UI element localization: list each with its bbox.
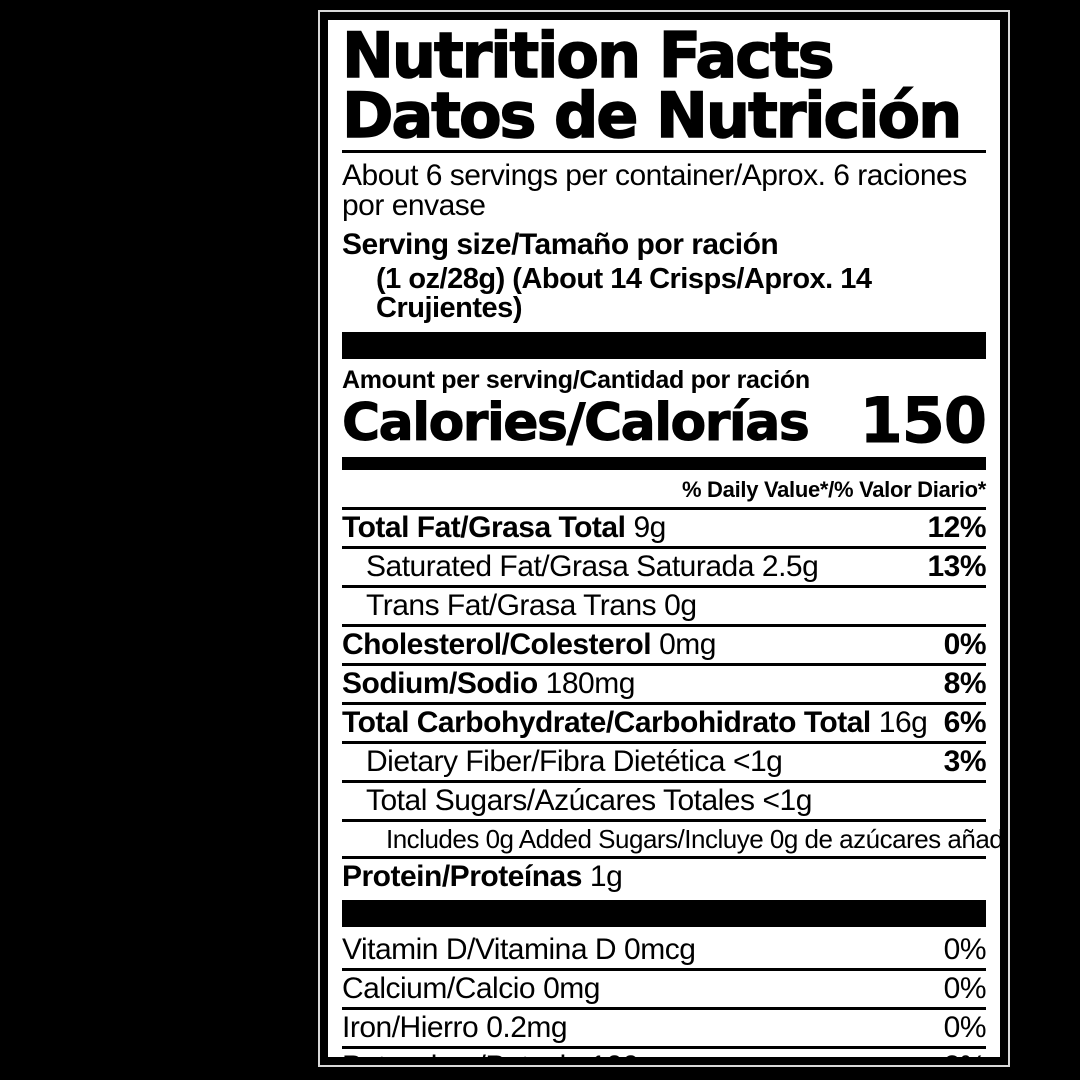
divider-under-title xyxy=(342,150,986,154)
vitamin-name: Potassium/Potasio xyxy=(342,1050,582,1057)
nutrient-name: Total Carbohydrate/Carbohidrato Total xyxy=(342,705,871,739)
nutrient-amount: <1g xyxy=(732,744,783,778)
calories-value: 150 xyxy=(859,384,987,458)
nutrient-amount: <1g xyxy=(762,783,813,817)
vitamin-amount: 100mg xyxy=(590,1050,680,1057)
vitamin-dv: 0% xyxy=(943,1010,987,1044)
row-cholesterol: Cholesterol/Colesterol 0mg 0% xyxy=(342,623,987,663)
nutrient-dv: 3% xyxy=(943,744,987,778)
label-title-en: Nutrition Facts xyxy=(341,19,835,92)
nutrient-name: Dietary Fiber/Fibra Dietética xyxy=(366,744,725,778)
row-total-carbohydrate: Total Carbohydrate/Carbohidrato Total 16g… xyxy=(342,701,987,741)
row-potassium: Potassium/Potasio 100mg 2% xyxy=(342,1045,987,1057)
row-trans-fat: Trans Fat/Grasa Trans 0g xyxy=(342,584,986,624)
vitamin-dv: 0% xyxy=(943,971,987,1005)
row-iron: Iron/Hierro 0.2mg 0% xyxy=(342,1006,987,1046)
row-total-sugars: Total Sugars/Azúcares Totales <1g xyxy=(342,779,986,819)
divider-medium-calories xyxy=(342,456,986,470)
nutrient-name: Saturated Fat/Grasa Saturada xyxy=(366,549,754,583)
nutrient-name: Protein/Proteínas xyxy=(342,859,582,893)
nutrient-amount: 2.5g xyxy=(761,549,819,583)
nutrient-amount: 0mg xyxy=(659,627,716,661)
nutrient-dv: 8% xyxy=(943,666,987,700)
nutrient-amount: 180mg xyxy=(545,666,636,700)
nutrition-facts-label: Nutrition Facts Datos de Nutrición About… xyxy=(318,10,1010,1067)
vitamin-amount: 0mcg xyxy=(624,932,696,966)
row-dietary-fiber: Dietary Fiber/Fibra Dietética <1g 3% xyxy=(342,740,987,780)
nutrient-amount: 16g xyxy=(878,705,928,739)
nutrient-dv: 6% xyxy=(943,705,987,739)
nutrient-amount: 9g xyxy=(633,510,666,544)
nutrient-name: Includes 0g Added Sugars/Incluye 0g de a… xyxy=(386,823,1008,854)
nutrient-name: Total Sugars/Azúcares Totales xyxy=(366,783,755,817)
amount-per-serving-label: Amount per serving/Cantidad por ración xyxy=(342,366,810,395)
nutrient-dv: 0% xyxy=(943,627,987,661)
nutrient-name: Cholesterol/Colesterol xyxy=(342,627,652,661)
vitamin-dv: 0% xyxy=(943,932,987,966)
vitamin-amount: 0.2mg xyxy=(486,1010,568,1044)
daily-value-header: % Daily Value*/% Valor Diario* xyxy=(681,476,986,502)
serving-size-label: Serving size/Tamaño por ración xyxy=(342,228,779,262)
row-added-sugars: Includes 0g Added Sugars/Incluye 0g de a… xyxy=(342,818,1000,856)
calories-label: Calories/Calorías xyxy=(341,392,810,453)
vitamin-name: Iron/Hierro xyxy=(342,1010,479,1044)
label-title: Nutrition Facts Datos de Nutrición xyxy=(341,19,986,152)
calories-row: Calories/Calorías 150 xyxy=(341,384,987,458)
nutrient-name: Sodium/Sodio xyxy=(342,666,538,700)
row-saturated-fat: Saturated Fat/Grasa Saturada 2.5g 13% xyxy=(342,545,986,585)
label-title-es: Datos de Nutrición xyxy=(341,78,963,152)
nutrient-amount: 1g xyxy=(589,859,623,893)
row-protein: Protein/Proteínas 1g xyxy=(342,855,986,895)
row-calcium: Calcium/Calcio 0mg 0% xyxy=(342,967,987,1007)
row-sodium: Sodium/Sodio 180mg 8% xyxy=(342,662,987,702)
vitamin-name: Calcium/Calcio xyxy=(342,971,536,1005)
serving-size-detail: (1 oz/28g) (About 14 Crisps/Aprox. 14 Cr… xyxy=(376,263,872,325)
vitamin-amount: 0mg xyxy=(543,971,600,1005)
servings-per-container: About 6 servings per container/Aprox. 6 … xyxy=(342,159,967,223)
nutrient-amount: 0g xyxy=(664,588,697,622)
divider-thick-vitamins xyxy=(342,899,986,927)
nutrient-name: Trans Fat/Grasa Trans xyxy=(366,588,657,622)
divider-thick-top xyxy=(342,332,986,360)
row-total-fat: Total Fat/Grasa Total 9g 12% xyxy=(342,506,986,546)
vitamin-dv: 2% xyxy=(944,1051,987,1057)
nutrient-dv: 12% xyxy=(927,510,986,544)
row-vitamin-d: Vitamin D/Vitamina D 0mcg 0% xyxy=(342,932,987,968)
nutrient-name: Total Fat/Grasa Total xyxy=(342,510,626,544)
vitamin-name: Vitamin D/Vitamina D xyxy=(342,932,617,966)
nutrient-dv: 13% xyxy=(927,549,986,583)
